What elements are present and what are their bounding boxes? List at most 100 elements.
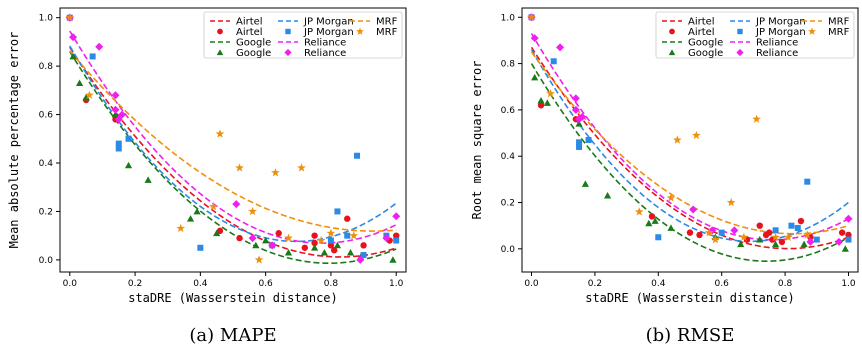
legend-label: Reliance bbox=[304, 38, 346, 49]
point-airtel bbox=[756, 222, 763, 229]
point-airtel bbox=[778, 238, 786, 246]
point-airtel bbox=[686, 229, 694, 236]
point-airtel bbox=[216, 227, 224, 235]
point-jp-morgan bbox=[354, 152, 361, 159]
legend-marker-swatch bbox=[356, 27, 364, 35]
point-mrf bbox=[546, 89, 555, 98]
point-mrf bbox=[666, 193, 676, 202]
fit-line-jp-morgan bbox=[69, 45, 397, 243]
legend-marker-swatch bbox=[217, 28, 223, 35]
point-google bbox=[841, 245, 849, 252]
point-jp-morgan bbox=[585, 137, 592, 143]
point-mrf bbox=[802, 230, 812, 239]
point-google bbox=[262, 236, 270, 244]
y-tick-label: 0.2 bbox=[39, 207, 53, 217]
x-tick-label: 0.4 bbox=[193, 279, 208, 289]
legend-label: Google bbox=[236, 38, 271, 49]
point-airtel bbox=[360, 242, 367, 249]
legend-label: Airtel bbox=[236, 27, 263, 38]
point-jp-morgan bbox=[393, 237, 400, 244]
point-reliance bbox=[118, 110, 127, 119]
point-google bbox=[124, 161, 133, 169]
y-tick-label: 0.0 bbox=[39, 256, 54, 266]
legend-box bbox=[655, 11, 855, 59]
point-airtel bbox=[301, 244, 309, 251]
point-google bbox=[756, 235, 764, 243]
point-jp-morgan bbox=[115, 145, 122, 152]
point-reliance bbox=[578, 112, 587, 121]
point-jp-morgan bbox=[344, 232, 351, 239]
point-jp-morgan bbox=[772, 227, 779, 234]
point-reliance bbox=[689, 205, 698, 214]
y-axis-label: Root mean square error bbox=[470, 61, 484, 220]
x-tick-label: 1.0 bbox=[841, 279, 856, 289]
point-mrf bbox=[672, 135, 682, 144]
point-google bbox=[346, 249, 355, 256]
point-google bbox=[389, 256, 397, 263]
point-google bbox=[144, 176, 152, 183]
point-reliance bbox=[69, 33, 78, 42]
point-mrf bbox=[710, 234, 720, 244]
x-tick-label: 0.0 bbox=[63, 279, 78, 289]
point-google bbox=[667, 224, 675, 231]
fit-line-mrf bbox=[69, 50, 397, 232]
point-jp-morgan bbox=[718, 229, 725, 236]
point-mrf bbox=[215, 129, 225, 138]
y-tick-label: 1.0 bbox=[501, 13, 516, 23]
chart-mape: 0.0 0.2 0.4 0.6 0.8 1.0 0.0 0.2 0.4 0.6 0.8 1.0 staD… bbox=[7, 7, 407, 346]
point-reliance bbox=[111, 91, 120, 100]
point-airtel bbox=[537, 102, 545, 109]
point-google bbox=[75, 79, 84, 86]
legend-marker-swatch bbox=[736, 48, 744, 57]
point-mrf bbox=[316, 235, 326, 245]
point-mrf bbox=[752, 114, 761, 123]
x-tick-label: 0.8 bbox=[324, 279, 339, 289]
point-google bbox=[311, 244, 319, 251]
y-tick-label: 1.0 bbox=[39, 14, 54, 24]
y-tick-label: 0.8 bbox=[501, 60, 516, 70]
point-google bbox=[69, 52, 77, 60]
point-google bbox=[111, 110, 120, 118]
x-tick-label: 0.6 bbox=[258, 279, 273, 289]
legend-label: Reliance bbox=[304, 48, 346, 59]
fit-line-airtel bbox=[530, 46, 849, 250]
point-mrf bbox=[85, 90, 94, 99]
point-google bbox=[333, 241, 342, 249]
point-jp-morgan bbox=[360, 252, 367, 259]
legend-marker-swatch bbox=[284, 48, 292, 57]
point-google bbox=[213, 229, 221, 237]
point-mrf bbox=[771, 232, 780, 241]
point-reliance bbox=[114, 115, 123, 124]
y-axis-label: Mean absolute percentage error bbox=[7, 32, 21, 249]
legend-label: Google bbox=[236, 48, 271, 59]
point-reliance bbox=[232, 200, 241, 209]
point-airtel bbox=[393, 232, 400, 239]
plot-frame bbox=[59, 7, 407, 273]
point-google bbox=[531, 73, 539, 81]
point-airtel bbox=[838, 229, 846, 236]
legend-label: JP Morgan bbox=[303, 17, 354, 28]
chart-caption: (b) RMSE bbox=[646, 325, 735, 346]
point-reliance bbox=[248, 234, 257, 243]
plot-area bbox=[527, 12, 853, 262]
point-mrf bbox=[691, 130, 701, 140]
point-reliance bbox=[806, 237, 815, 246]
plot-area bbox=[65, 13, 401, 264]
point-airtel bbox=[797, 217, 805, 225]
point-mrf bbox=[209, 202, 218, 211]
point-airtel bbox=[696, 231, 703, 239]
point-mrf bbox=[326, 228, 336, 237]
legend-label: MRF bbox=[828, 17, 850, 28]
point-mrf bbox=[783, 232, 793, 241]
legend-label: MRF bbox=[828, 27, 850, 38]
point-jp-morgan bbox=[845, 236, 852, 243]
legend-label: Google bbox=[688, 48, 723, 59]
x-tick-label: 0.0 bbox=[524, 279, 539, 289]
chart-rmse: 0.0 0.2 0.4 0.6 0.8 1.0 0.0 0.2 0.4 0.6 0.8 1.0 staD… bbox=[470, 7, 859, 346]
point-jp-morgan bbox=[576, 139, 583, 146]
fit-line-airtel bbox=[69, 46, 397, 258]
point-jp-morgan bbox=[89, 53, 96, 60]
y-tick-label: 0.8 bbox=[39, 62, 54, 72]
